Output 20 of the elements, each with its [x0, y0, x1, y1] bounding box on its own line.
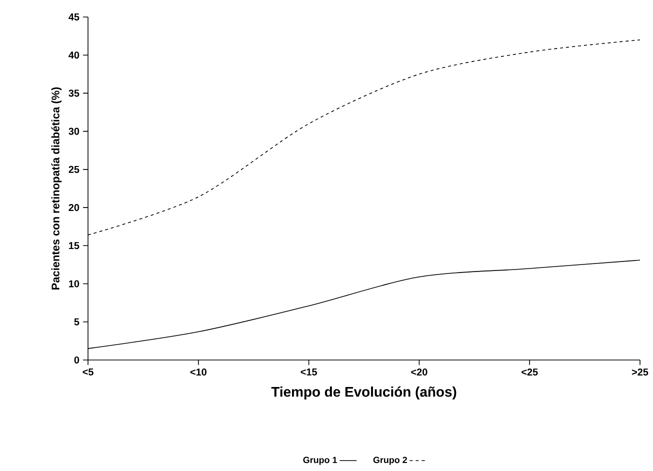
- x-axis-title: Tiempo de Evolución (años): [271, 386, 456, 400]
- x-tick-label: <15: [300, 368, 317, 376]
- legend-label: Grupo 2: [373, 456, 407, 465]
- y-tick-label: 20: [68, 204, 80, 212]
- x-tick-label: <10: [190, 368, 206, 376]
- y-tick-label: 30: [68, 128, 80, 135]
- legend-label: Grupo 1: [303, 456, 337, 465]
- x-tick-label: <25: [522, 368, 538, 376]
- y-tick-label: 40: [68, 52, 80, 59]
- x-tick-label: <20: [411, 368, 428, 376]
- y-tick-label: 35: [68, 90, 80, 97]
- y-tick-label: 0: [74, 356, 80, 364]
- y-axis-title: Pacientes con retinopatía diabética (%): [51, 87, 62, 290]
- x-tick-label: >25: [632, 368, 648, 376]
- y-tick-label: 45: [68, 14, 80, 20]
- x-tick-label: <5: [82, 368, 94, 376]
- y-tick-label: 15: [69, 242, 80, 250]
- y-tick-label: 5: [74, 318, 80, 326]
- y-tick-label: 25: [68, 166, 80, 173]
- y-tick-label: 10: [69, 280, 80, 288]
